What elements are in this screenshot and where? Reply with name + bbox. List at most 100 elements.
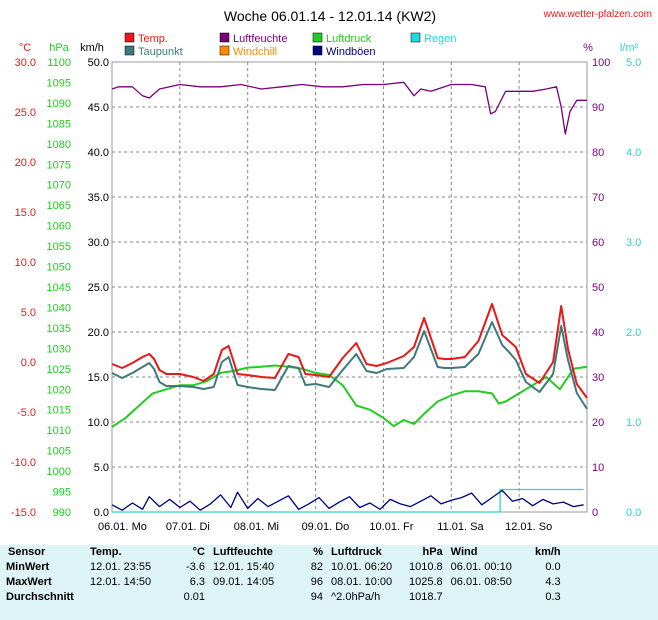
tick-label-temp: 25.0	[15, 107, 36, 119]
tick-label-hpa: 1015	[47, 405, 71, 417]
tick-label-pct: 90	[592, 102, 604, 114]
cell-pressure-value: 1025.8	[409, 576, 443, 588]
cell-humidity-value: 96	[310, 576, 323, 588]
series-line-taupunkt	[111, 321, 588, 410]
plot-grid	[112, 62, 587, 512]
tick-label-temp: 5.0	[21, 307, 36, 319]
axis-unit-kmh: km/h	[80, 42, 104, 54]
legend-label: Luftfeuchte	[233, 33, 287, 45]
cell-wind-value: 0.0	[545, 561, 561, 573]
cell-temp-time: 12.01. 14:50	[90, 576, 152, 588]
legend-swatch	[410, 32, 421, 43]
legend-swatch	[312, 45, 323, 56]
row-label: MinWert	[6, 561, 50, 573]
tick-label-pct: 30	[592, 372, 604, 384]
legend-swatch	[312, 32, 323, 43]
cell-wind-value: 4.3	[545, 576, 561, 588]
legend-label: Regen	[424, 33, 456, 45]
tick-label-hpa: 995	[53, 487, 71, 499]
tick-label-hpa: 1070	[47, 180, 71, 192]
tick-label-kmh: 30.0	[88, 237, 109, 249]
cell-humidity-time: 12.01. 15:40	[213, 561, 275, 573]
legend-swatch	[124, 32, 135, 43]
hdr-pressure: Luftdruck	[331, 546, 382, 558]
cell-wind-time: 06.01. 08:50	[450, 576, 512, 588]
tick-label-pct: 60	[592, 237, 604, 249]
cell-humidity-time	[205, 590, 305, 605]
tick-label-pct: 100	[592, 57, 610, 69]
x-axis-labels: 06.01. Mo 07.01. Di 08.01. Mi 09.01. Do 10.0…	[98, 521, 552, 533]
tick-label-hpa: 1030	[47, 343, 71, 355]
legend-item: Taupunkt	[124, 45, 183, 58]
cell-pressure-time: 10.01. 06:20	[331, 561, 393, 573]
tick-label-pct: 80	[592, 147, 604, 159]
stats-row-max: MaxWert 12.01. 14:50 6.3 09.01. 14:05 96…	[0, 575, 561, 590]
stats-header-row: Sensor Temp. °C Luftfeuchte % Luftdruck …	[0, 545, 561, 560]
x-tick-label: 09.01. Do	[302, 521, 350, 533]
axis-unit-temp: °C	[19, 42, 31, 54]
tick-label-hpa: 1060	[47, 221, 71, 233]
tick-label-pct: 0	[592, 507, 598, 519]
tick-label-hpa: 1045	[47, 282, 71, 294]
tick-label-kmh: 35.0	[88, 192, 109, 204]
tick-label-hpa: 1020	[47, 384, 71, 396]
axis-units: °C hPa km/h% l/m²	[19, 42, 639, 54]
hdr-temp: Temp.	[90, 546, 122, 558]
tick-label-pct: 10	[592, 462, 604, 474]
row-label: Durchschnitt	[6, 591, 74, 603]
tick-label-lm2: 3.0	[626, 237, 641, 249]
cell-wind-time: 06.01. 00:10	[450, 561, 512, 573]
legend-item: Temp.	[124, 32, 168, 45]
legend-item: Regen	[410, 32, 456, 45]
tick-label-pct: 40	[592, 327, 604, 339]
hdr-temp-unit: °C	[192, 546, 205, 558]
cell-pressure-time: 08.01. 10:00	[331, 576, 393, 588]
cell-wind-value: 0.3	[545, 591, 561, 603]
stats-row-min: MinWert 12.01. 23:55 -3.6 12.01. 15:40 8…	[0, 560, 561, 575]
tick-label-kmh: 0.0	[94, 507, 109, 519]
axis-unit-pct: %	[583, 42, 593, 54]
legend-item: Windböen	[312, 45, 376, 58]
tick-label-kmh: 25.0	[88, 282, 109, 294]
tick-label-lm2: 2.0	[626, 327, 641, 339]
stats-row-avg: Durchschnitt 0.01 94 ^2.0hPa/h 1018.7 0.…	[0, 590, 561, 605]
tick-label-hpa: 1010	[47, 425, 71, 437]
tick-label-hpa: 1055	[47, 241, 71, 253]
weather-chart: Woche 06.01.14 - 12.01.14 (KW2) www.wett…	[11, 8, 652, 533]
tick-label-temp: 15.0	[15, 207, 36, 219]
cell-pressure-time: ^2.0hPa/h	[331, 591, 381, 603]
tick-label-hpa: 1075	[47, 159, 71, 171]
tick-label-hpa: 1100	[47, 57, 71, 69]
x-tick-label: 12.01. So	[505, 521, 552, 533]
hdr-humidity-unit: %	[313, 546, 323, 558]
tick-label-lm2: 1.0	[626, 417, 641, 429]
tick-label-kmh: 20.0	[88, 327, 109, 339]
stats-panel: Sensor Temp. °C Luftfeuchte % Luftdruck …	[0, 545, 658, 620]
hdr-wind-unit: km/h	[534, 546, 561, 558]
tick-label-hpa: 1035	[47, 323, 71, 335]
legend-swatch	[219, 32, 230, 43]
tick-label-temp: 20.0	[15, 157, 36, 169]
cell-humidity-value: 94	[310, 591, 323, 603]
legend-item: Luftfeuchte	[219, 32, 287, 45]
series-line-luftdruck	[111, 364, 588, 428]
tick-label-temp: 10.0	[15, 257, 36, 269]
tick-label-hpa: 990	[53, 507, 71, 519]
tick-label-temp: -15.0	[11, 507, 36, 519]
legend-label: Windchill	[233, 46, 277, 58]
axis-unit-hpa: hPa	[49, 42, 69, 54]
tick-label-hpa: 1025	[47, 364, 71, 376]
tick-label-lm2: 5.0	[626, 57, 641, 69]
tick-label-kmh: 50.0	[88, 57, 109, 69]
tick-label-hpa: 1095	[47, 77, 71, 89]
legend-item: Windchill	[219, 45, 277, 58]
legend-label: Luftdruck	[326, 33, 372, 45]
tick-label-hpa: 1050	[47, 262, 71, 274]
tick-label-kmh: 5.0	[94, 462, 109, 474]
series-line-regen	[112, 488, 584, 513]
legend-swatch	[124, 45, 135, 56]
tick-label-hpa: 1090	[47, 98, 71, 110]
tick-label-hpa: 1040	[47, 302, 71, 314]
tick-label-lm2: 0.0	[626, 507, 641, 519]
